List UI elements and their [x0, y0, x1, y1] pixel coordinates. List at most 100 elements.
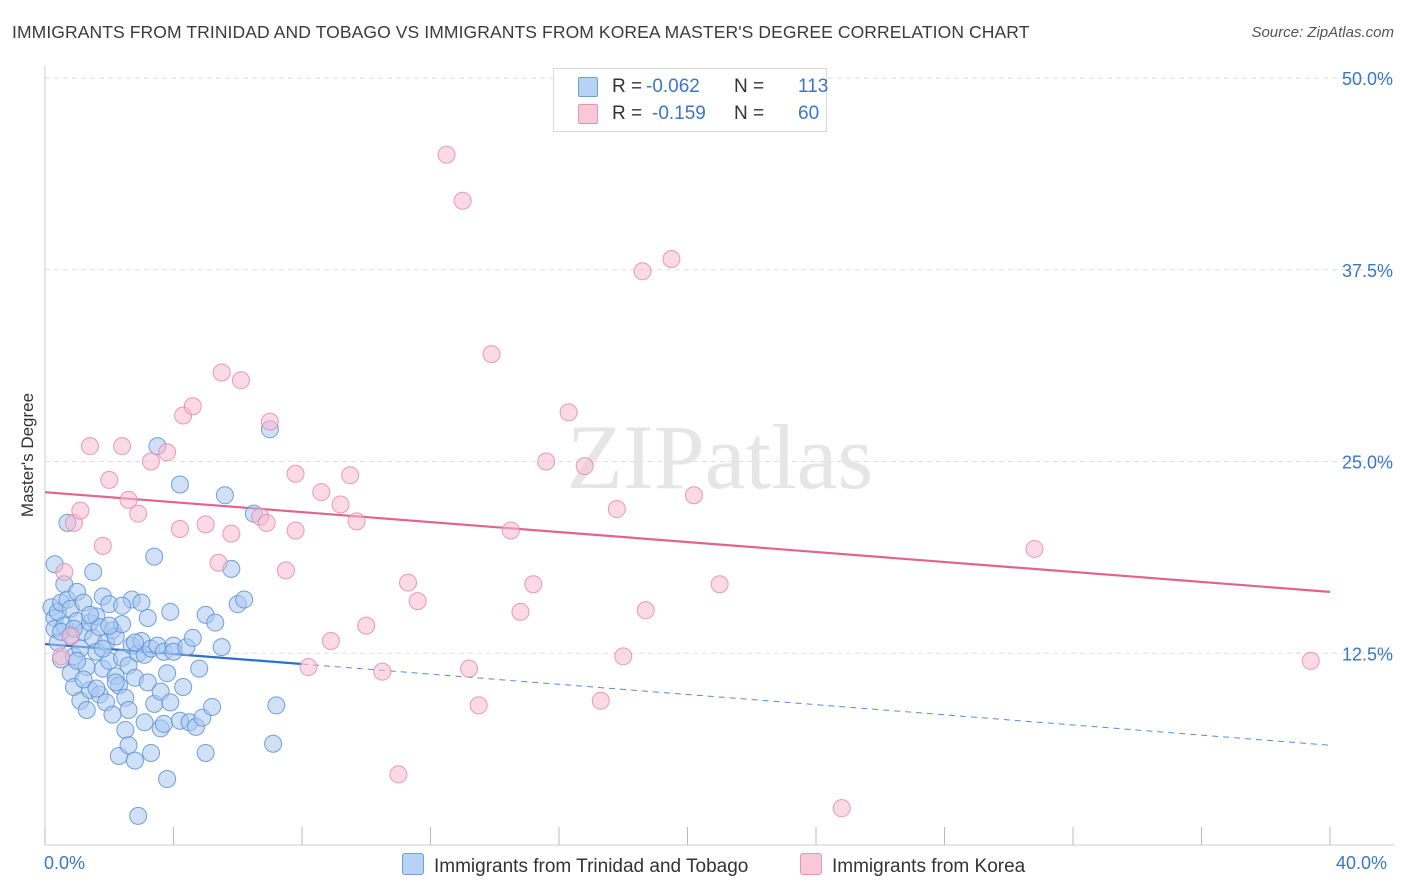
point-korea — [286, 521, 305, 540]
point-korea — [501, 521, 520, 540]
y-tick-label: 12.5% — [1342, 644, 1393, 664]
x-tick-max: 40.0% — [1336, 853, 1388, 873]
point-trinidad — [158, 770, 177, 789]
bottom-legend-swatch-blue — [402, 853, 424, 875]
legend-n-value: 60 — [798, 103, 820, 124]
point-korea — [129, 504, 148, 523]
point-trinidad — [161, 693, 180, 712]
point-korea — [591, 691, 610, 710]
data-points — [42, 145, 1320, 825]
bottom-legend-label: Immigrants from Trinidad and Tobago — [434, 856, 749, 877]
point-trinidad — [93, 639, 112, 658]
point-korea — [100, 470, 119, 489]
watermark: ZIPatlas — [567, 406, 874, 508]
point-trinidad — [145, 547, 164, 566]
point-korea — [93, 536, 112, 555]
point-trinidad — [77, 701, 96, 720]
bottom-legend-korea: Immigrants from Korea — [800, 853, 1025, 878]
point-korea — [460, 659, 479, 678]
point-korea — [312, 483, 331, 502]
point-trinidad — [161, 602, 180, 621]
trend-line-trinidad-extension — [301, 663, 1331, 746]
correlation-legend: R = -0.062 N = 113 R = -0.159 N = 60 — [553, 68, 828, 132]
point-korea — [276, 561, 295, 580]
point-trinidad — [267, 696, 286, 715]
point-korea — [389, 765, 408, 784]
point-trinidad — [206, 613, 225, 632]
point-korea — [1025, 539, 1044, 558]
point-trinidad — [119, 701, 138, 720]
point-korea — [142, 452, 161, 471]
point-trinidad — [119, 736, 138, 755]
point-korea — [437, 145, 456, 164]
y-tick-label: 37.5% — [1342, 261, 1393, 281]
y-tick-label: 25.0% — [1342, 453, 1393, 473]
point-trinidad — [138, 673, 157, 692]
point-trinidad — [135, 713, 154, 732]
point-trinidad — [87, 679, 106, 698]
point-korea — [511, 602, 530, 621]
legend-swatch-blue — [578, 77, 598, 97]
point-korea — [373, 662, 392, 681]
legend-n-label: N = — [734, 76, 765, 97]
y-tick-label: 50.0% — [1342, 69, 1393, 89]
point-korea — [710, 575, 729, 594]
axes — [44, 66, 1395, 846]
point-korea — [684, 486, 703, 505]
point-korea — [222, 524, 241, 543]
point-korea — [331, 495, 350, 514]
legend-r-value: -0.062 — [646, 76, 700, 97]
bottom-legend-label: Immigrants from Korea — [832, 856, 1026, 877]
tick-labels: 12.5% 25.0% 37.5% 50.0% — [1342, 69, 1393, 664]
point-trinidad — [154, 714, 173, 733]
point-trinidad — [170, 475, 189, 494]
point-trinidad — [80, 605, 99, 624]
point-korea — [524, 575, 543, 594]
point-trinidad — [125, 633, 144, 652]
point-trinidad — [215, 486, 234, 505]
point-korea — [636, 601, 655, 620]
point-korea — [347, 512, 366, 531]
point-korea — [575, 457, 594, 476]
point-trinidad — [132, 593, 151, 612]
point-korea — [71, 501, 90, 520]
point-trinidad — [190, 659, 209, 678]
point-korea — [61, 627, 80, 646]
point-korea — [260, 412, 279, 431]
legend-swatch-pink — [578, 104, 598, 124]
point-korea — [286, 464, 305, 483]
point-korea — [170, 519, 189, 538]
point-trinidad — [116, 720, 135, 739]
point-trinidad — [203, 697, 222, 716]
point-trinidad — [138, 608, 157, 627]
point-korea — [357, 616, 376, 635]
legend-r-label: R = — [612, 76, 643, 97]
point-trinidad — [142, 743, 161, 762]
point-trinidad — [183, 628, 202, 647]
point-trinidad — [212, 638, 231, 657]
point-korea — [482, 345, 501, 364]
point-trinidad — [235, 590, 254, 609]
point-korea — [537, 452, 556, 471]
point-korea — [633, 262, 652, 281]
point-korea — [614, 647, 633, 666]
point-korea — [321, 631, 340, 650]
point-korea — [257, 513, 276, 532]
point-korea — [607, 500, 626, 519]
chart-title: IMMIGRANTS FROM TRINIDAD AND TOBAGO VS I… — [12, 22, 1030, 42]
point-trinidad — [196, 743, 215, 762]
point-korea — [80, 437, 99, 456]
y-axis-label: Master's Degree — [18, 392, 37, 518]
point-trinidad — [68, 651, 87, 670]
point-trinidad — [174, 677, 193, 696]
legend-n-label: N = — [734, 103, 765, 124]
bottom-legend-trinidad: Immigrants from Trinidad and Tobago — [402, 853, 748, 878]
point-korea — [212, 363, 231, 382]
legend-r-label: R = — [612, 103, 643, 124]
point-trinidad — [129, 806, 148, 825]
grid-lines — [45, 77, 1395, 654]
point-korea — [559, 403, 578, 422]
point-korea — [662, 250, 681, 269]
point-trinidad — [106, 673, 125, 692]
